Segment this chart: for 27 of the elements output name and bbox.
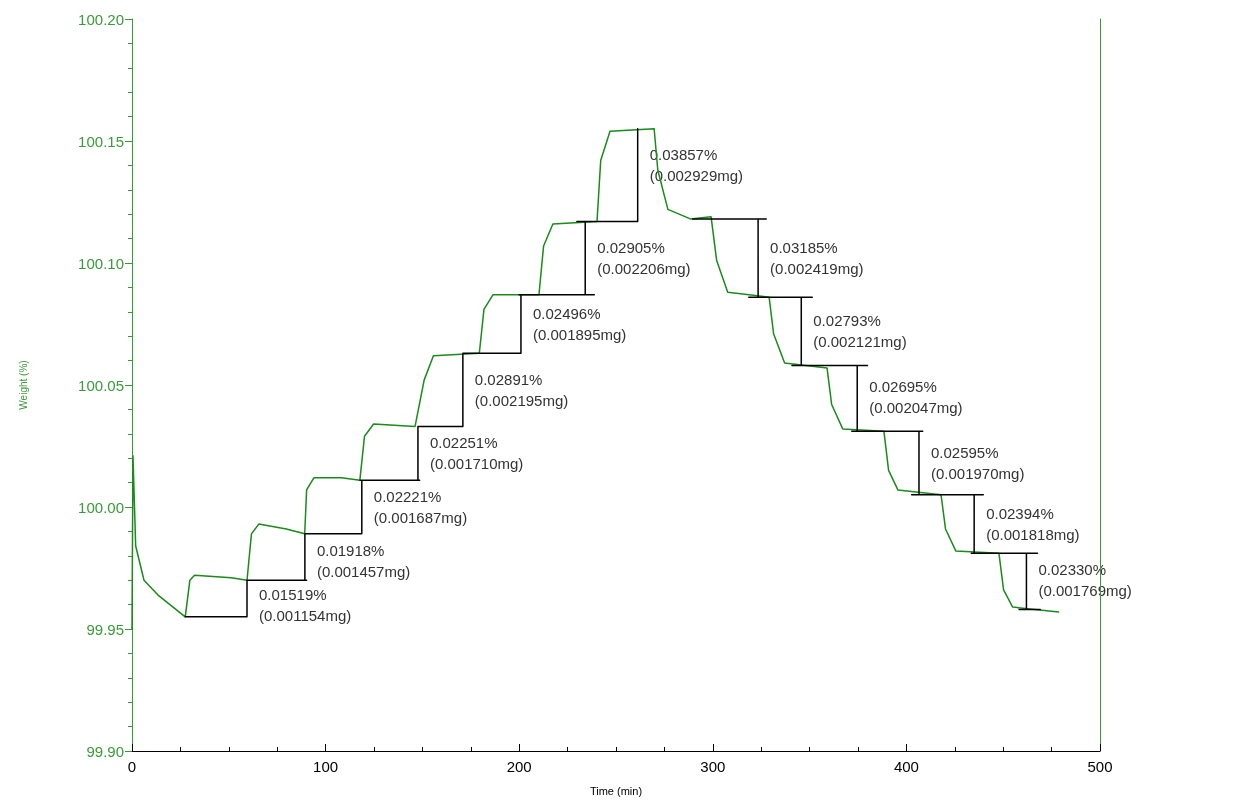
- annotation: 0.02496% (0.001895mg): [532, 305, 627, 343]
- x-tick-label: 100: [313, 758, 339, 775]
- annotation: 0.02905% (0.002206mg): [597, 239, 691, 278]
- x-tick-label: 0: [127, 758, 137, 775]
- annotation: 0.01918% (0.001457mg): [316, 541, 411, 580]
- x-axis-title: Time (min): [589, 784, 643, 797]
- y-tick-label: 100.00: [78, 498, 124, 516]
- annotation: 0.01519% (0.001154mg): [259, 585, 352, 624]
- y-tick-label: 100.05: [78, 376, 124, 394]
- x-tick-label: 200: [506, 758, 532, 775]
- y-tick-label: 100.10: [78, 254, 124, 272]
- annotation: 0.02695% (0.002047mg): [869, 378, 963, 417]
- y-tick-label: 99.90: [86, 742, 124, 760]
- x-tick-label: 300: [700, 758, 726, 775]
- annotation: 0.02221% (0.001687mg): [373, 488, 468, 526]
- annotation: 0.02394% (0.001818mg): [986, 505, 1080, 544]
- x-tick-label: 400: [893, 758, 919, 775]
- y-axis-title: Weight (%): [17, 360, 29, 410]
- y-tick-label: 99.95: [86, 620, 124, 638]
- annotation: 0.03185% (0.002419mg): [770, 239, 864, 278]
- y-tick-label: 100.15: [78, 132, 124, 150]
- annotation: 0.02251% (0.001710mg): [429, 434, 524, 473]
- annotation: 0.02595% (0.001970mg): [930, 444, 1025, 483]
- annotation: 0.02891% (0.002195mg): [474, 370, 569, 409]
- y-tick-label: 100.20: [78, 10, 124, 28]
- annotation: 0.02793% (0.002121mg): [813, 312, 907, 351]
- x-tick-label: 500: [1087, 758, 1113, 775]
